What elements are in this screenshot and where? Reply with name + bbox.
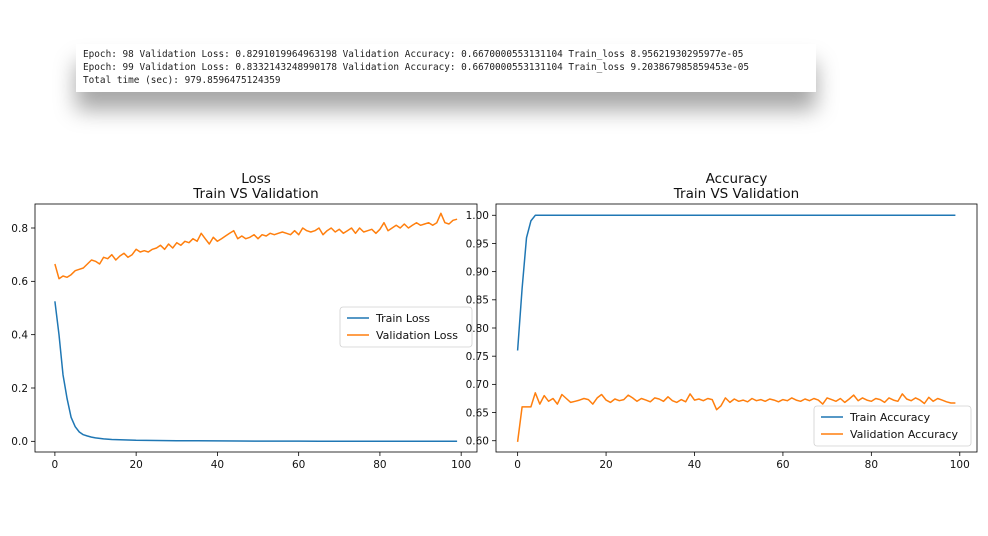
y-tick-label: 0.80 [466,323,489,335]
x-tick-label: 20 [599,459,612,471]
plot-frame [34,203,478,453]
legend-label: Validation Loss [376,329,458,342]
x-tick-label: 0 [52,459,59,471]
series-line-train-loss [54,301,458,443]
y-tick-label: 0.6 [11,276,28,288]
x-tick-label: 60 [776,459,789,471]
training-log-output: Epoch: 98 Validation Loss: 0.82910199649… [76,44,816,92]
log-line-epoch-98: Epoch: 98 Validation Loss: 0.82910199649… [83,49,744,60]
x-tick-label: 80 [865,459,878,471]
x-tick-label: 100 [950,459,970,471]
y-tick-label: 0.65 [466,407,489,419]
series-line-validation-accuracy [516,392,956,442]
legend-label: Train Accuracy [849,411,931,424]
x-tick-label: 0 [514,459,521,471]
x-tick-label: 20 [129,459,142,471]
x-tick-label: 40 [211,459,224,471]
legend-box [339,306,473,348]
legend-label: Validation Accuracy [850,428,959,441]
x-tick-label: 80 [373,459,386,471]
series-line-validation-loss [54,212,458,280]
x-tick-label: 100 [451,459,471,471]
log-line-total-time: Total time (sec): 979.8596475124359 [83,75,281,86]
chart-subtitle: Train VS Validation [192,186,318,202]
y-tick-label: 0.85 [466,295,489,307]
y-tick-label: 1.00 [466,210,489,222]
y-tick-label: 0.8 [11,223,28,235]
x-tick-label: 60 [292,459,305,471]
x-tick-label: 40 [688,459,701,471]
y-tick-label: 0.70 [466,379,489,391]
legend: Train Accuracy Validation Accuracy [813,405,972,447]
chart-title: Accuracy [706,171,768,187]
y-tick-label: 0.95 [466,238,489,250]
legend-box [813,405,972,447]
y-tick-label: 0.2 [11,383,28,395]
log-line-epoch-99: Epoch: 99 Validation Loss: 0.83321432489… [83,62,750,73]
plot-frame [495,203,978,453]
y-tick-label: 0.0 [11,436,28,448]
legend: Train Loss Validation Loss [339,306,473,348]
legend-label: Train Loss [375,312,430,325]
y-tick-label: 0.90 [466,266,489,278]
y-tick-label: 0.4 [11,329,28,341]
series-line-train-accuracy [516,214,956,351]
y-tick-label: 0.75 [466,351,489,363]
chart-subtitle: Train VS Validation [673,186,799,202]
chart-title: Loss [241,171,271,187]
y-tick-label: 0.60 [466,436,489,448]
